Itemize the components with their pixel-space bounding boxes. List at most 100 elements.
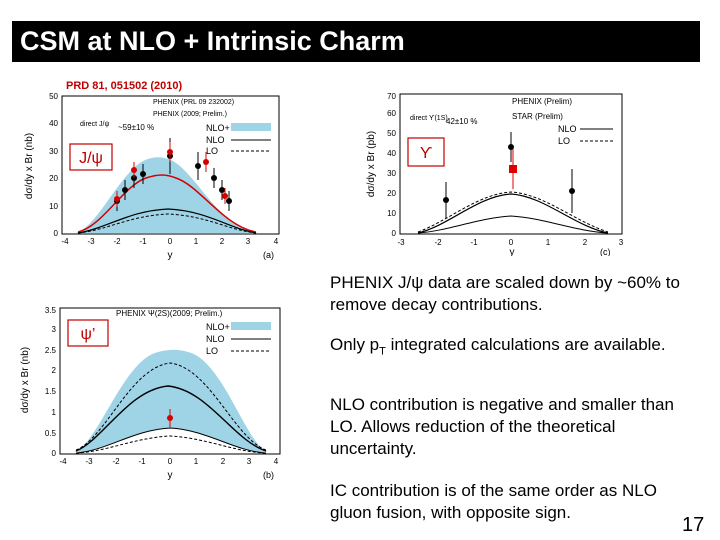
svg-text:0: 0 — [54, 229, 59, 238]
plot-jpsi-svg: J/ψ PHENIX (PRL 09 232002) PHENIX (2009;… — [24, 92, 280, 261]
svg-text:4: 4 — [274, 237, 279, 246]
legend-entry: NLO — [558, 124, 577, 134]
x-ticks-a: -4 -3 -2 -1 0 1 2 3 4 — [61, 237, 278, 246]
data-point — [211, 175, 217, 181]
y-ticks-b: 0 0.5 1 1.5 2 2.5 3 3.5 — [45, 306, 57, 458]
svg-text:70: 70 — [387, 92, 396, 101]
paper-reference: PRD 81, 051502 (2010) — [66, 80, 183, 92]
svg-text:-3: -3 — [397, 238, 405, 247]
legend-entry: STAR (Prelim) — [512, 112, 563, 121]
svg-text:2.5: 2.5 — [45, 346, 57, 355]
data-point — [131, 167, 137, 173]
legend-entry: PHENIX (2009; Prelim.) — [153, 111, 227, 118]
legend-entry: NLO+ — [206, 123, 230, 133]
svg-text:-1: -1 — [139, 237, 147, 246]
nlo-curve — [77, 208, 257, 234]
svg-text:1: 1 — [194, 457, 199, 466]
svg-text:-1: -1 — [470, 238, 478, 247]
panel-label: (c) — [600, 247, 611, 256]
data-point — [443, 197, 449, 203]
svg-text:2: 2 — [221, 457, 226, 466]
svg-text:3: 3 — [619, 238, 624, 247]
particle-label: ψ’ — [81, 326, 96, 343]
bullet-text: Only p — [330, 335, 380, 354]
lo-curve — [77, 213, 257, 234]
data-points-jpsi — [114, 138, 232, 211]
upper-band-curve — [75, 362, 267, 451]
svg-text:50: 50 — [49, 92, 58, 101]
panel-label: (b) — [263, 470, 274, 480]
plot-jpsi: J/ψ PHENIX (PRL 09 232002) PHENIX (2009;… — [18, 86, 288, 266]
data-point — [140, 171, 146, 177]
svg-text:-1: -1 — [138, 457, 146, 466]
x-axis-label: y — [168, 470, 173, 481]
svg-text:10: 10 — [49, 202, 58, 211]
svg-text:60: 60 — [387, 109, 396, 118]
svg-text:30: 30 — [49, 147, 58, 156]
bullet-text: integrated calculations are available. — [385, 335, 666, 354]
bullet-text: IC contribution is of the same order as … — [330, 481, 657, 522]
slide-title: CSM at NLO + Intrinsic Charm — [12, 21, 700, 62]
svg-text:20: 20 — [387, 189, 396, 198]
lo-curve — [75, 435, 267, 454]
svg-text:0.5: 0.5 — [45, 429, 57, 438]
legend-entry: 42±10 % — [446, 117, 478, 126]
svg-text:10: 10 — [387, 209, 396, 218]
data-point — [219, 187, 225, 193]
slide-number: 17 — [682, 514, 705, 536]
bullet-text: NLO contribution is negative and smaller… — [330, 395, 674, 458]
svg-text:0: 0 — [509, 238, 514, 247]
x-ticks-c: -3 -2 -1 0 1 2 3 — [397, 238, 623, 247]
data-point — [509, 165, 517, 173]
y-axis-label: dσ/dy x Br (nb) — [24, 133, 35, 199]
svg-text:3: 3 — [247, 457, 252, 466]
svg-text:3: 3 — [52, 325, 57, 334]
plot-upsilon: ϒ PHENIX (Prelim) STAR (Prelim) direct ϒ… — [338, 86, 633, 256]
svg-text:3.5: 3.5 — [45, 306, 57, 315]
legend-entry: ~59±10 % — [118, 123, 154, 132]
nlo-plus-band — [74, 349, 268, 452]
data-point — [222, 193, 228, 199]
data-point — [122, 187, 128, 193]
legend-entry: PHENIX (Prelim) — [512, 97, 572, 106]
svg-text:3: 3 — [246, 237, 251, 246]
svg-text:2: 2 — [220, 237, 225, 246]
nlo-plus-curve — [75, 385, 267, 452]
data-point — [114, 196, 120, 202]
bullet-3: NLO contribution is negative and smaller… — [330, 394, 700, 460]
legend-entry: LO — [206, 346, 218, 356]
nlo-curve — [417, 193, 609, 234]
legend-entry: LO — [206, 146, 218, 156]
data-point — [167, 415, 173, 421]
data-point — [226, 198, 232, 204]
data-point — [195, 163, 201, 169]
particle-label-box — [69, 143, 113, 171]
svg-text:40: 40 — [387, 149, 396, 158]
data-point — [167, 149, 173, 155]
bullet-text: PHENIX J/ψ data are scaled down by ~60% … — [330, 273, 680, 314]
plot-frame — [399, 93, 623, 235]
subscript-t: T — [379, 345, 386, 358]
svg-text:30: 30 — [387, 169, 396, 178]
legend-entry: NLO — [206, 135, 225, 145]
particle-label: ϒ — [420, 145, 433, 162]
data-point — [508, 144, 514, 150]
lo-curve — [417, 191, 609, 233]
svg-text:0: 0 — [392, 229, 397, 238]
plot-frame — [59, 307, 281, 455]
bullet-1: PHENIX J/ψ data are scaled down by ~60% … — [330, 272, 700, 316]
nlo-plus-band — [76, 157, 258, 233]
svg-text:2: 2 — [52, 366, 57, 375]
svg-text:1: 1 — [194, 237, 199, 246]
svg-text:-2: -2 — [434, 238, 442, 247]
data-points-psiprime — [167, 409, 173, 427]
legend-entry: LO — [558, 136, 570, 146]
svg-text:-3: -3 — [85, 457, 93, 466]
plot-psiprime-svg: ψ’ PHENIX Ψ(2S)(2009; Prelim.) NLO+ NLO … — [20, 306, 281, 481]
legend-entry: direct J/ψ — [80, 121, 110, 128]
bullet-4: IC contribution is of the same order as … — [330, 480, 700, 524]
legend-entry: direct ϒ(1S) — [410, 115, 448, 122]
nlo-lower-curve — [417, 215, 609, 234]
svg-text:1: 1 — [546, 238, 551, 247]
svg-text:0: 0 — [168, 237, 173, 246]
